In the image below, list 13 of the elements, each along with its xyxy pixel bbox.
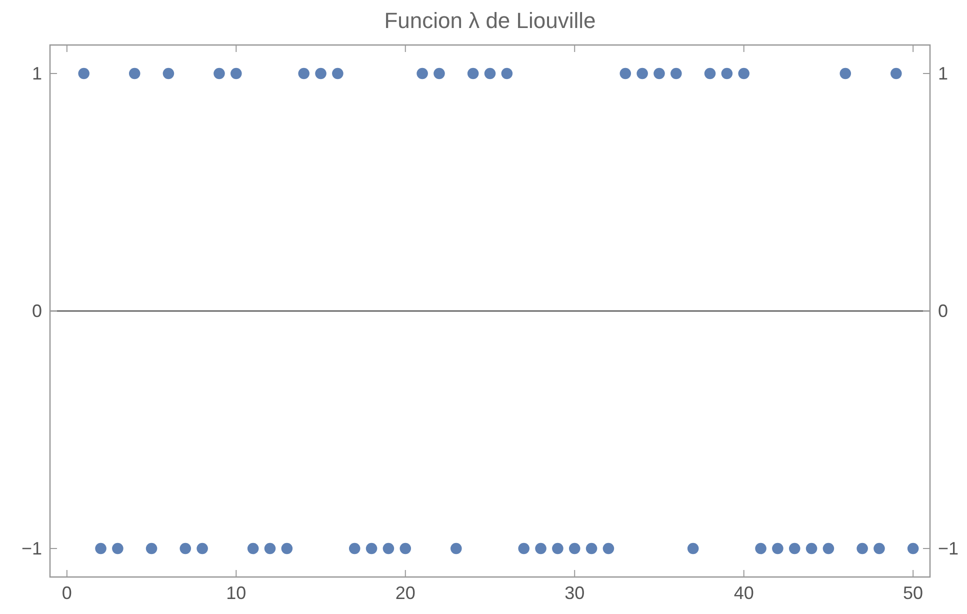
x-tick-label: 30 [564,583,585,603]
x-tick-label: 10 [226,583,246,603]
x-tick-label: 50 [903,583,924,603]
chart-title: Funcion λ de Liouville [384,8,596,33]
x-tick-label: 0 [62,583,72,603]
y-tick-label: 1 [32,64,42,84]
y-tick-label: 0 [32,301,42,321]
y-tick-label: −1 [21,538,42,558]
x-tick-label: 40 [734,583,754,603]
x-tick-label: 20 [395,583,416,603]
y2-tick-label: 0 [938,301,948,321]
y2-tick-label: 1 [938,64,948,84]
y2-tick-label: −1 [938,538,959,558]
